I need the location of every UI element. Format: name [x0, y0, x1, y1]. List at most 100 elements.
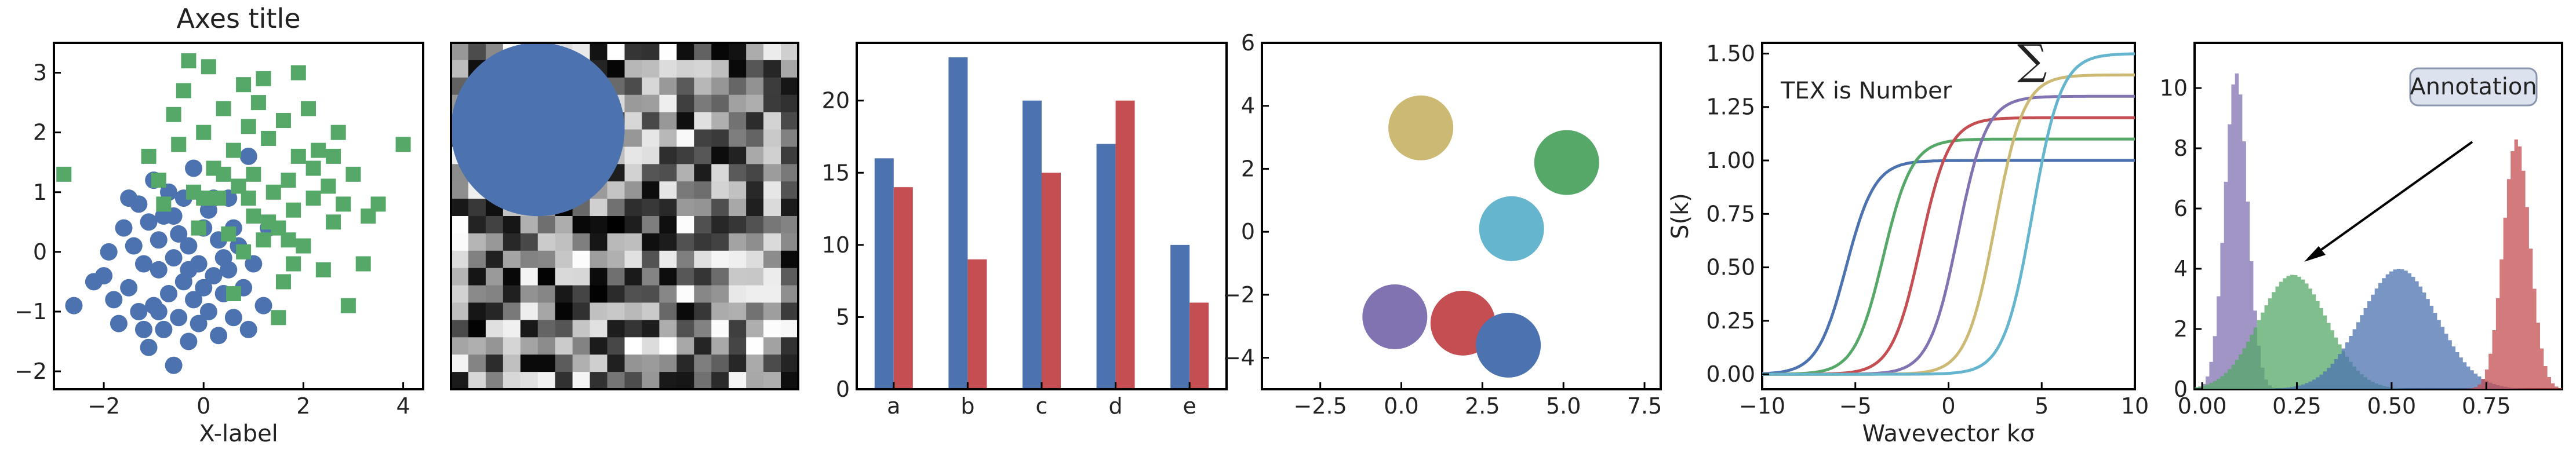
heatmap-cell: [642, 320, 660, 338]
heatmap-cell: [676, 372, 694, 390]
heatmap-cell: [763, 337, 781, 355]
heatmap-cell: [624, 164, 642, 182]
heatmap-cell: [503, 302, 521, 320]
blue-circle-point: [110, 315, 128, 332]
heatmap-cell: [485, 320, 504, 338]
heatmap-cell: [590, 354, 608, 372]
green-square-point: [236, 244, 252, 259]
x-tick-label: 10: [2121, 393, 2149, 419]
heatmap-cell: [659, 94, 677, 113]
heatmap-cell: [729, 268, 747, 286]
green-square-point: [196, 191, 212, 206]
heatmap-cell: [642, 250, 660, 269]
y-tick-label: 6: [1241, 30, 1255, 56]
heatmap-cell: [537, 285, 556, 303]
heatmap-cell: [763, 94, 781, 113]
heatmap-cell: [763, 181, 781, 199]
heatmap-cell: [694, 112, 712, 130]
heatmap-cell: [572, 268, 591, 286]
blue-circle-point: [150, 302, 168, 320]
heatmap-cell: [746, 129, 764, 147]
sigmoid-line: [1762, 116, 2135, 376]
green-square-point: [191, 220, 206, 236]
blue-circle-point: [150, 261, 168, 279]
heatmap-cell: [676, 94, 694, 113]
heatmap-cell: [468, 199, 486, 217]
heatmap-cell: [781, 43, 799, 61]
heatmap-cell: [676, 43, 694, 61]
heatmap-cell: [485, 354, 504, 372]
heatmap-cell: [537, 250, 556, 269]
blue-circle-point: [239, 147, 257, 165]
y-tick-label: 1: [33, 180, 47, 205]
heatmap-cell: [711, 181, 729, 199]
heatmap-cell: [624, 147, 642, 164]
x-tick-label: 0.50: [2367, 393, 2417, 419]
blue-circle-point: [254, 297, 272, 315]
heatmap-cell: [659, 147, 677, 164]
blue-circle-point: [150, 231, 168, 249]
heatmap-cell: [624, 302, 642, 320]
heatmap-cell: [607, 302, 625, 320]
heatmap-cell: [711, 372, 729, 390]
category-label: c: [1036, 393, 1048, 419]
bar: [893, 187, 913, 389]
heatmap-cell: [503, 216, 521, 234]
green-square-point: [296, 238, 311, 254]
heatmap-cell: [537, 302, 556, 320]
heatmap-cell: [503, 337, 521, 355]
heatmap-cell: [590, 337, 608, 355]
annotation-arrow: [2309, 141, 2473, 259]
bar: [1189, 302, 1209, 389]
heatmap-cell: [729, 112, 747, 130]
x-tick-label: 0.00: [2178, 393, 2227, 419]
heatmap-cell: [537, 268, 556, 286]
heatmap-cell: [659, 250, 677, 269]
heatmap-cell: [729, 60, 747, 78]
heatmap-cell: [711, 337, 729, 355]
heatmap-cell: [729, 320, 747, 338]
x-axis-label: X-label: [199, 421, 278, 447]
heatmap-cell: [781, 285, 799, 303]
heatmap-cell: [694, 147, 712, 164]
heatmap-cell: [746, 181, 764, 199]
heatmap-cell: [555, 337, 573, 355]
heatmap-cell: [781, 77, 799, 96]
heatmap-cell: [485, 216, 504, 234]
green-square-point: [290, 148, 306, 164]
heatmap-cell: [451, 320, 469, 338]
blue-circle-point: [165, 207, 183, 225]
blue-circle-point: [214, 249, 232, 267]
heatmap-cell: [659, 268, 677, 286]
blue-circle-point: [245, 255, 263, 273]
heatmap-cell: [676, 199, 694, 217]
heatmap-cell: [503, 320, 521, 338]
green-square-point: [336, 196, 351, 212]
bar: [874, 158, 894, 389]
heatmap-cell: [711, 94, 729, 113]
green-square-point: [176, 83, 191, 98]
heatmap-cell: [624, 285, 642, 303]
heatmap-cell: [711, 302, 729, 320]
heatmap-cell: [694, 268, 712, 286]
sigmoid-line: [1762, 73, 2135, 376]
heatmap-cell: [711, 285, 729, 303]
heatmap-cell: [555, 320, 573, 338]
heatmap-cell: [746, 43, 764, 61]
heatmap-cell: [659, 216, 677, 234]
heatmap-cell: [624, 43, 642, 61]
heatmap-cell: [451, 268, 469, 286]
heatmap-cell: [590, 268, 608, 286]
heatmap-cell: [676, 320, 694, 338]
green-square-point: [256, 232, 271, 248]
heatmap-cell: [485, 250, 504, 269]
green-square-point: [261, 130, 276, 146]
heatmap-cell: [520, 372, 539, 390]
heatmap-cell: [763, 372, 781, 390]
heatmap-cell: [555, 354, 573, 372]
heatmap-cell: [520, 354, 539, 372]
blue-circle-point: [199, 302, 217, 320]
blue-circle-point: [185, 291, 203, 309]
heatmap-cell: [746, 337, 764, 355]
blue-circle-point: [140, 338, 158, 356]
